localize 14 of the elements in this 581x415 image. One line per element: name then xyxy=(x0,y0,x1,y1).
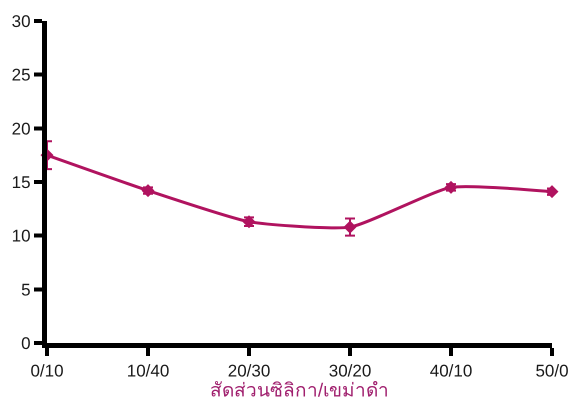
y-tick-label: 25 xyxy=(12,66,31,85)
x-tick-label: 0/10 xyxy=(30,361,64,380)
x-tick-label: 30/20 xyxy=(328,361,372,380)
y-tick-label: 15 xyxy=(12,172,31,192)
y-tick-label: 0 xyxy=(21,334,31,353)
x-tick-label: 50/0 xyxy=(535,361,569,380)
x-tick-label: 10/40 xyxy=(126,361,170,380)
y-tick-label: 5 xyxy=(21,280,31,300)
x-axis-title: สัดส่วนซิลิกา/เขม่าดำ xyxy=(210,380,390,402)
x-tick-label: 40/10 xyxy=(430,361,472,380)
x-tick-label: 20/30 xyxy=(228,361,270,380)
y-tick-label: 30 xyxy=(12,12,31,31)
y-tick-label: 20 xyxy=(12,119,31,138)
y-tick-label: 10 xyxy=(12,226,31,246)
